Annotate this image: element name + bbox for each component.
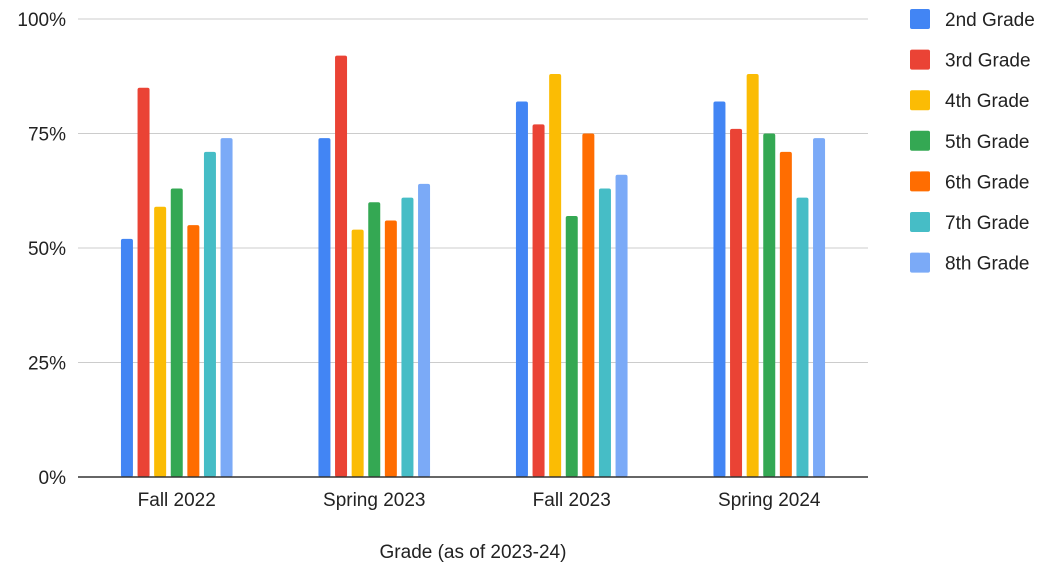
bar <box>220 138 233 477</box>
bar <box>335 55 348 477</box>
bar <box>187 225 200 477</box>
axes: 0% 25% 50% 75% 100% Fall 2022 Spring 2023 Fall … <box>17 10 868 511</box>
legend-swatch <box>910 90 930 111</box>
bar <box>565 215 578 477</box>
bar <box>598 188 611 477</box>
legend-label: 6th Grade <box>945 172 1030 193</box>
legend-label: 8th Grade <box>945 254 1030 275</box>
bar <box>203 151 216 477</box>
legend: 2nd Grade 3rd Grade 4th Grade 5th Grade 6th … <box>910 9 1035 275</box>
y-tick-label: 0% <box>39 468 67 489</box>
legend-swatch <box>910 9 930 29</box>
bar <box>401 197 414 477</box>
legend-swatch <box>910 49 930 70</box>
y-tick-label: 75% <box>28 125 66 146</box>
bar <box>582 133 595 477</box>
legend-label: 3rd Grade <box>945 51 1031 72</box>
bar <box>515 101 528 477</box>
bar <box>763 133 776 477</box>
legend-label: 2nd Grade <box>945 10 1035 31</box>
bar <box>318 138 331 477</box>
legend-label: 4th Grade <box>945 91 1030 112</box>
bar <box>779 151 792 477</box>
bar <box>730 128 743 478</box>
bar <box>615 174 628 477</box>
x-tick-label: Fall 2023 <box>533 490 611 511</box>
bar <box>170 188 183 477</box>
bar <box>746 73 759 478</box>
bar <box>813 138 826 477</box>
bar <box>713 101 726 477</box>
bar <box>137 87 150 477</box>
legend-swatch <box>910 212 930 232</box>
x-tick-label: Spring 2023 <box>323 490 425 511</box>
bar <box>154 206 167 477</box>
x-tick-label: Spring 2024 <box>718 490 821 511</box>
bar <box>351 229 364 477</box>
bars <box>120 55 826 478</box>
legend-label: 7th Grade <box>945 213 1030 234</box>
bar <box>418 183 431 477</box>
bar <box>120 238 133 477</box>
y-tick-label: 25% <box>28 354 66 375</box>
bar <box>384 220 397 477</box>
legend-label: 5th Grade <box>945 132 1030 153</box>
x-tick-label: Fall 2022 <box>138 490 216 511</box>
bar <box>532 124 545 477</box>
bar <box>368 202 381 477</box>
y-tick-label: 100% <box>17 10 66 31</box>
legend-swatch <box>910 130 930 151</box>
legend-swatch <box>910 171 930 192</box>
bar <box>796 197 809 477</box>
legend-swatch <box>910 252 930 273</box>
y-tick-label: 50% <box>28 239 66 260</box>
x-axis-title: Grade (as of 2023-24) <box>380 542 567 563</box>
bar <box>549 73 562 478</box>
